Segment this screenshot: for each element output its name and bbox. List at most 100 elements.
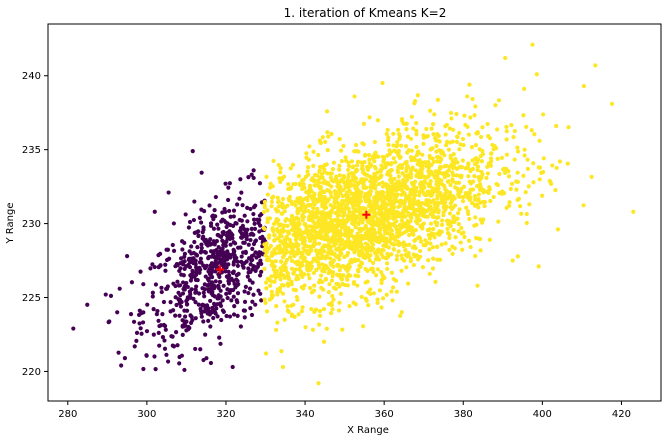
x-tick-label: 340 bbox=[296, 409, 315, 420]
scatter-point bbox=[326, 227, 332, 232]
scatter-point bbox=[328, 260, 333, 265]
scatter-point bbox=[201, 290, 206, 295]
scatter-point bbox=[425, 240, 430, 245]
scatter-point bbox=[251, 168, 256, 173]
scatter-point bbox=[453, 203, 458, 208]
scatter-point bbox=[343, 155, 348, 160]
scatter-point bbox=[240, 203, 245, 208]
scatter-point bbox=[268, 243, 274, 249]
scatter-point bbox=[414, 173, 419, 178]
scatter-point bbox=[442, 205, 447, 211]
scatter-point bbox=[239, 259, 244, 264]
scatter-point bbox=[292, 314, 297, 320]
scatter-point bbox=[190, 256, 195, 261]
scatter-point bbox=[370, 266, 375, 271]
scatter-point bbox=[480, 152, 486, 157]
scatter-point bbox=[234, 277, 239, 282]
scatter-point bbox=[466, 132, 471, 137]
scatter-point bbox=[368, 221, 373, 226]
scatter-point bbox=[193, 290, 198, 295]
scatter-point bbox=[206, 318, 211, 323]
scatter-point bbox=[180, 323, 185, 328]
scatter-point bbox=[293, 288, 299, 293]
scatter-point bbox=[522, 153, 527, 158]
scatter-point bbox=[422, 192, 427, 197]
scatter-point bbox=[269, 199, 274, 204]
scatter-point bbox=[257, 253, 262, 258]
scatter-point bbox=[171, 308, 176, 313]
scatter-point bbox=[437, 166, 442, 171]
scatter-point bbox=[280, 364, 286, 370]
scatter-point bbox=[406, 148, 411, 153]
scatter-point bbox=[236, 245, 241, 250]
scatter-point bbox=[217, 335, 222, 340]
scatter-point bbox=[468, 195, 473, 200]
scatter-point bbox=[435, 97, 441, 102]
scatter-point bbox=[405, 134, 411, 139]
scatter-point bbox=[447, 235, 452, 241]
scatter-point bbox=[201, 319, 206, 324]
scatter-point bbox=[327, 282, 332, 287]
scatter-point bbox=[321, 249, 326, 254]
scatter-point bbox=[415, 93, 420, 98]
scatter-point bbox=[329, 249, 334, 254]
scatter-point bbox=[440, 150, 445, 155]
scatter-point bbox=[344, 196, 350, 201]
scatter-point bbox=[450, 251, 455, 256]
scatter-point bbox=[360, 227, 365, 232]
scatter-point bbox=[144, 353, 149, 358]
scatter-point bbox=[332, 189, 337, 194]
scatter-point bbox=[276, 162, 281, 168]
scatter-point bbox=[312, 183, 317, 188]
scatter-point bbox=[360, 245, 365, 250]
scatter-point bbox=[337, 300, 342, 305]
scatter-point bbox=[220, 230, 225, 235]
scatter-point bbox=[245, 219, 250, 224]
scatter-point bbox=[266, 235, 272, 240]
scatter-point bbox=[365, 268, 370, 273]
scatter-point bbox=[347, 209, 352, 215]
scatter-point bbox=[194, 252, 199, 258]
scatter-point bbox=[179, 272, 184, 277]
scatter-point bbox=[344, 232, 349, 237]
scatter-point bbox=[377, 196, 383, 201]
y-tick-label: 225 bbox=[22, 293, 41, 304]
scatter-point bbox=[259, 261, 264, 266]
scatter-point bbox=[321, 164, 326, 170]
scatter-point bbox=[184, 264, 189, 269]
scatter-point bbox=[388, 173, 393, 178]
scatter-point bbox=[466, 161, 471, 166]
scatter-point bbox=[274, 227, 280, 232]
scatter-point bbox=[234, 221, 239, 226]
scatter-point bbox=[455, 211, 461, 216]
scatter-point bbox=[289, 312, 295, 317]
scatter-point bbox=[457, 207, 462, 212]
scatter-point bbox=[196, 233, 201, 239]
scatter-point bbox=[144, 329, 150, 334]
scatter-point bbox=[430, 245, 436, 250]
scatter-point bbox=[339, 159, 345, 164]
scatter-point bbox=[339, 206, 344, 211]
scatter-point bbox=[381, 217, 386, 222]
scatter-point bbox=[522, 147, 527, 152]
scatter-point bbox=[209, 267, 215, 272]
scatter-point bbox=[440, 218, 445, 223]
scatter-point bbox=[431, 159, 436, 165]
scatter-point bbox=[232, 303, 237, 309]
plot-frame bbox=[47, 23, 662, 402]
scatter-point bbox=[360, 160, 365, 165]
scatter-point bbox=[506, 169, 511, 174]
scatter-point bbox=[220, 298, 225, 303]
scatter-point bbox=[330, 271, 335, 276]
scatter-point bbox=[365, 167, 371, 173]
scatter-point bbox=[211, 301, 217, 306]
scatter-point bbox=[481, 199, 486, 205]
scatter-point bbox=[319, 256, 324, 261]
scatter-point bbox=[229, 252, 234, 258]
scatter-point bbox=[409, 229, 414, 234]
scatter-point bbox=[235, 313, 240, 318]
scatter-point bbox=[408, 155, 414, 160]
scatter-point bbox=[261, 225, 266, 231]
scatter-point bbox=[450, 158, 455, 163]
scatter-point bbox=[399, 268, 404, 273]
